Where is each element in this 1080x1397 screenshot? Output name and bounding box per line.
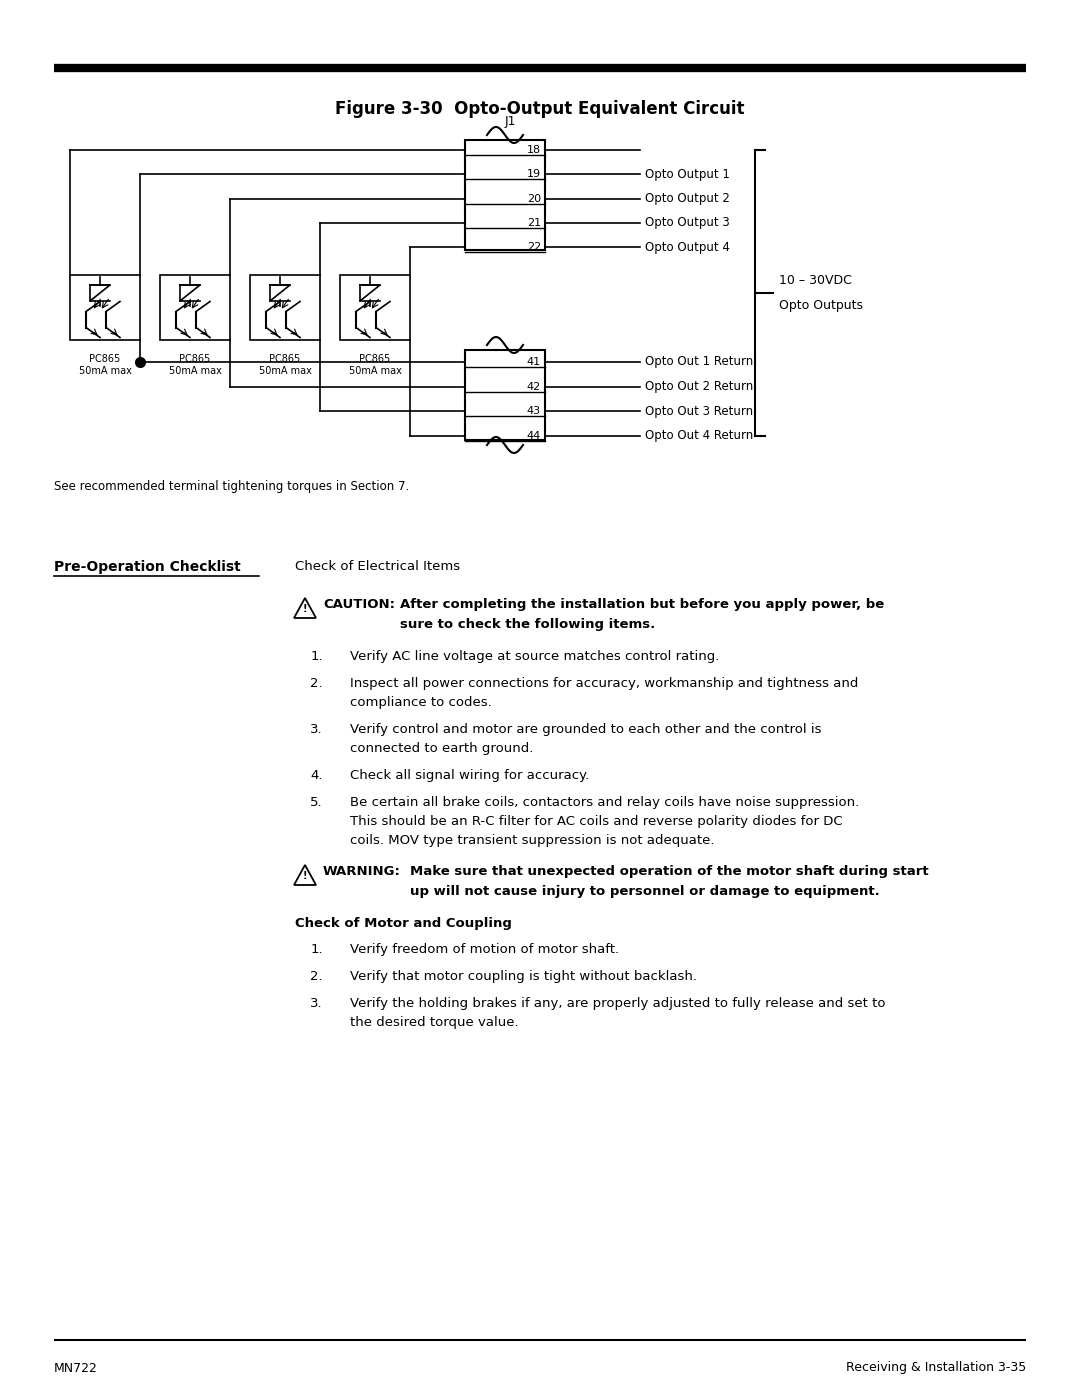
Text: Inspect all power connections for accuracy, workmanship and tightness and: Inspect all power connections for accura… [350, 678, 859, 690]
Text: Be certain all brake coils, contactors and relay coils have noise suppression.: Be certain all brake coils, contactors a… [350, 796, 860, 809]
Text: 20: 20 [527, 194, 541, 204]
Text: connected to earth ground.: connected to earth ground. [350, 742, 534, 754]
Bar [340, 275, 410, 339]
Text: Figure 3-30  Opto-Output Equivalent Circuit: Figure 3-30 Opto-Output Equivalent Circu… [335, 101, 745, 117]
Text: PC865
50mA max: PC865 50mA max [349, 353, 402, 376]
Bar [465, 140, 545, 250]
Text: 22: 22 [527, 242, 541, 251]
Text: 21: 21 [527, 218, 541, 228]
Text: !: ! [302, 604, 307, 615]
Text: PC865
50mA max: PC865 50mA max [258, 353, 311, 376]
Text: 19: 19 [527, 169, 541, 179]
Text: Opto Out 3 Return: Opto Out 3 Return [645, 405, 753, 418]
Text: Check of Motor and Coupling: Check of Motor and Coupling [295, 916, 512, 930]
Text: Opto Output 3: Opto Output 3 [645, 217, 730, 229]
Bar [70, 275, 140, 339]
Text: Receiving & Installation 3-35: Receiving & Installation 3-35 [846, 1362, 1026, 1375]
Text: J1: J1 [504, 115, 516, 129]
Text: PC865
50mA max: PC865 50mA max [79, 353, 132, 376]
Text: sure to check the following items.: sure to check the following items. [400, 617, 656, 631]
Text: 5.: 5. [310, 796, 323, 809]
Bar [249, 275, 320, 339]
Text: 41: 41 [527, 358, 541, 367]
Text: After completing the installation but before you apply power, be: After completing the installation but be… [400, 598, 885, 610]
Text: Check of Electrical Items: Check of Electrical Items [295, 560, 460, 573]
Text: WARNING:: WARNING: [323, 865, 401, 877]
Text: 4.: 4. [311, 768, 323, 782]
Text: compliance to codes.: compliance to codes. [350, 696, 491, 710]
Text: 42: 42 [527, 381, 541, 391]
Text: See recommended terminal tightening torques in Section 7.: See recommended terminal tightening torq… [54, 481, 409, 493]
Text: coils. MOV type transient suppression is not adequate.: coils. MOV type transient suppression is… [350, 834, 715, 847]
Text: Verify the holding brakes if any, are properly adjusted to fully release and set: Verify the holding brakes if any, are pr… [350, 997, 886, 1010]
Text: 2.: 2. [310, 678, 323, 690]
Text: 3.: 3. [310, 997, 323, 1010]
Text: Pre-Operation Checklist: Pre-Operation Checklist [54, 560, 241, 574]
Text: PC865
50mA max: PC865 50mA max [168, 353, 221, 376]
Text: up will not cause injury to personnel or damage to equipment.: up will not cause injury to personnel or… [410, 886, 880, 898]
Text: MN722: MN722 [54, 1362, 98, 1375]
Text: !: ! [302, 870, 307, 882]
Text: Opto Out 4 Return: Opto Out 4 Return [645, 429, 753, 443]
Text: This should be an R-C filter for AC coils and reverse polarity diodes for DC: This should be an R-C filter for AC coil… [350, 814, 842, 828]
Text: 1.: 1. [310, 943, 323, 956]
Text: 44: 44 [527, 432, 541, 441]
Text: Opto Outputs: Opto Outputs [779, 299, 863, 312]
Text: Verify control and motor are grounded to each other and the control is: Verify control and motor are grounded to… [350, 724, 822, 736]
Text: Check all signal wiring for accuracy.: Check all signal wiring for accuracy. [350, 768, 590, 782]
Text: the desired torque value.: the desired torque value. [350, 1016, 518, 1030]
Text: Verify that motor coupling is tight without backlash.: Verify that motor coupling is tight with… [350, 970, 697, 983]
Text: Verify AC line voltage at source matches control rating.: Verify AC line voltage at source matches… [350, 650, 719, 664]
Text: Opto Out 1 Return: Opto Out 1 Return [645, 355, 753, 369]
Text: Opto Output 2: Opto Output 2 [645, 191, 730, 205]
Text: 43: 43 [527, 407, 541, 416]
Text: 3.: 3. [310, 724, 323, 736]
Text: 10 – 30VDC: 10 – 30VDC [779, 274, 852, 288]
Text: 1.: 1. [310, 650, 323, 664]
Text: Verify freedom of motion of motor shaft.: Verify freedom of motion of motor shaft. [350, 943, 619, 956]
Bar [465, 351, 545, 440]
Text: CAUTION:: CAUTION: [323, 598, 395, 610]
Bar [160, 275, 230, 339]
Text: Opto Output 1: Opto Output 1 [645, 168, 730, 180]
Text: 18: 18 [527, 145, 541, 155]
Text: Opto Output 4: Opto Output 4 [645, 240, 730, 253]
Text: 2.: 2. [310, 970, 323, 983]
Text: Make sure that unexpected operation of the motor shaft during start: Make sure that unexpected operation of t… [410, 865, 929, 877]
Text: Opto Out 2 Return: Opto Out 2 Return [645, 380, 753, 393]
